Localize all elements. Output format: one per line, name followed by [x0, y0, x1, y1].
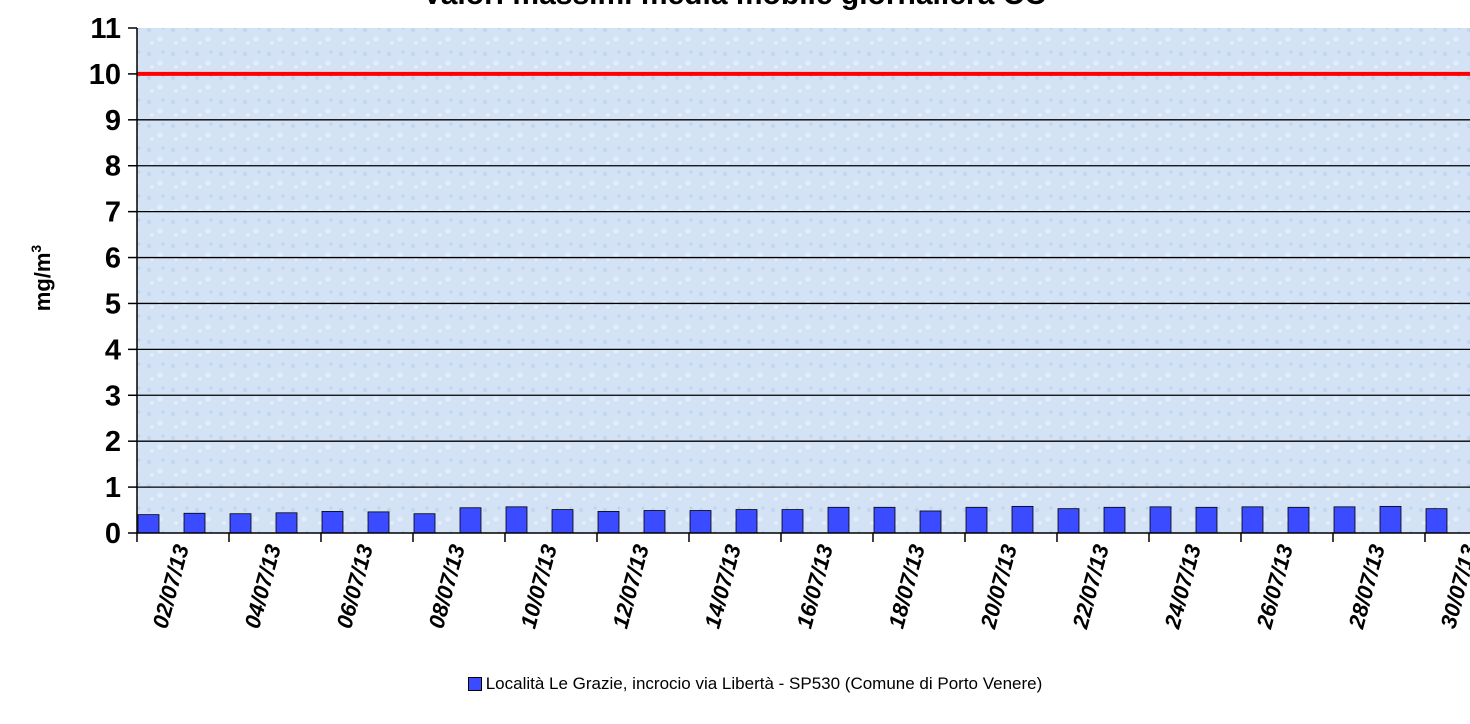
bar-23/07/13	[1149, 506, 1172, 534]
bar-12/07/13	[643, 510, 666, 534]
x-tick-label-18/07/13: 18/07/13	[884, 542, 930, 631]
bar-27/07/13	[1333, 506, 1356, 534]
legend-swatch	[467, 677, 482, 691]
bar-09/07/13	[505, 506, 528, 534]
x-tick-label-26/07/13: 26/07/13	[1251, 542, 1298, 632]
legend: Località Le Grazie, incrocio via Libertà…	[0, 674, 1470, 696]
bar-25/07/13	[1241, 506, 1264, 534]
bar-21/07/13	[1057, 508, 1080, 534]
bar-26/07/13	[1287, 506, 1310, 534]
bar-17/07/13	[873, 506, 896, 534]
x-tick-label-30/07/13: 30/07/13	[1436, 542, 1470, 631]
y-tick-label-9: 9	[105, 105, 121, 137]
chart-title: Valori massimi media mobile giornaliera …	[422, 0, 1047, 11]
x-tick-label-06/07/13: 06/07/13	[332, 542, 378, 631]
bar-15/07/13	[781, 509, 804, 534]
bar-04/07/13	[275, 512, 298, 534]
bar-06/07/13	[367, 511, 390, 534]
bar-29/07/13	[1425, 508, 1448, 534]
y-tick-label-6: 6	[105, 243, 121, 275]
bar-07/07/13	[413, 513, 436, 534]
x-tick-labels: 02/07/13 04/07/13 06/07/13 08/07/13 10/07/13…	[148, 542, 1470, 632]
y-tick-label-10: 10	[89, 59, 121, 91]
y-tick-label-7: 7	[105, 197, 121, 229]
bar-13/07/13	[689, 510, 712, 534]
bar-05/07/13	[321, 511, 344, 534]
bar-28/07/13	[1379, 505, 1402, 534]
bar-02/07/13	[183, 512, 206, 534]
y-axis-label: mg/m3	[28, 245, 55, 312]
x-tick-label-28/07/13: 28/07/13	[1343, 542, 1390, 632]
bar-08/07/13	[459, 507, 482, 534]
bar-24/07/13	[1195, 506, 1218, 534]
y-tick-labels: 0 1 2 3 4 5 6 7 8 9 10 11	[89, 13, 121, 550]
y-tick-label-0: 0	[105, 518, 121, 550]
x-tick-label-08/07/13: 08/07/13	[424, 542, 470, 631]
x-tick-label-10/07/13: 10/07/13	[516, 542, 562, 631]
bar-20/07/13	[1011, 505, 1034, 534]
bar-19/07/13	[965, 506, 988, 534]
y-tick-label-2: 2	[105, 426, 121, 458]
axes	[128, 27, 1470, 542]
y-tick-label-11: 11	[90, 13, 121, 45]
plot-area	[137, 28, 1470, 533]
y-tick-label-8: 8	[105, 151, 121, 183]
x-tick-label-12/07/13: 12/07/13	[608, 542, 654, 631]
bar-01/07/13	[137, 514, 160, 534]
bar-18/07/13	[919, 510, 942, 534]
y-tick-label-4: 4	[105, 334, 121, 366]
bar-14/07/13	[735, 509, 758, 534]
x-tick-label-22/07/13: 22/07/13	[1067, 542, 1114, 632]
y-tick-label-5: 5	[105, 288, 121, 320]
bar-16/07/13	[827, 506, 850, 534]
x-tick-label-16/07/13: 16/07/13	[792, 542, 838, 631]
y-tick-label-3: 3	[105, 380, 121, 412]
bar-22/07/13	[1103, 506, 1126, 534]
x-tick-label-20/07/13: 20/07/13	[975, 542, 1022, 632]
x-tick-label-04/07/13: 04/07/13	[240, 542, 286, 631]
bars	[137, 505, 1448, 534]
x-tick-label-02/07/13: 02/07/13	[148, 542, 194, 631]
bar-03/07/13	[229, 513, 252, 534]
y-tick-label-1: 1	[105, 472, 121, 504]
bar-10/07/13	[551, 509, 574, 534]
x-tick-label-24/07/13: 24/07/13	[1159, 542, 1206, 632]
legend-label: Località Le Grazie, incrocio via Libertà…	[485, 674, 1043, 693]
x-tick-label-14/07/13: 14/07/13	[700, 542, 746, 631]
bar-11/07/13	[597, 511, 620, 534]
